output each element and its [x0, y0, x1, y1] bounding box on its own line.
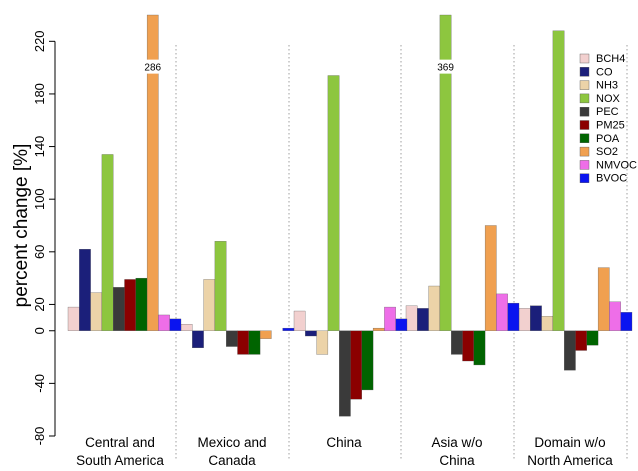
- category-label: Asia w/o: [431, 435, 482, 450]
- bar-bch4: [405, 305, 418, 331]
- bar-bvoc: [620, 312, 633, 331]
- bars: [67, 14, 633, 417]
- bar-pm25: [350, 330, 362, 400]
- category-label: North America: [527, 453, 613, 468]
- bar-co: [192, 330, 204, 349]
- bar-bch4: [518, 308, 531, 331]
- y-axis-label: percent change [%]: [11, 144, 32, 308]
- category-label: China: [326, 435, 362, 450]
- bar-pm25: [575, 330, 587, 351]
- legend-swatch-bch4: [579, 53, 590, 64]
- bar-bvoc: [507, 302, 520, 331]
- category-label: Domain w/o: [534, 435, 605, 450]
- y-tick-label: 100: [32, 188, 47, 210]
- bar-nmvoc: [609, 301, 621, 331]
- bar-pec: [226, 330, 238, 347]
- y-tick-label: 180: [32, 83, 47, 105]
- bar-co: [305, 330, 317, 337]
- legend-label: BCH4: [596, 53, 625, 65]
- bar-poa: [361, 330, 374, 391]
- bar-nmvoc: [496, 293, 508, 331]
- bar-nh3: [428, 285, 441, 331]
- bar-nmvoc: [384, 306, 396, 331]
- legend-label: NOX: [596, 93, 621, 105]
- legend-swatch-bvoc: [579, 173, 590, 183]
- bar-bvoc: [169, 318, 182, 331]
- y-tick-label: 20: [32, 297, 47, 311]
- category-label: Mexico and: [197, 435, 266, 450]
- bar-nh3: [541, 316, 554, 331]
- bar-bch4: [293, 310, 306, 331]
- bar-co: [79, 249, 91, 331]
- legend-label: POA: [596, 133, 620, 145]
- legend-label: PM25: [596, 120, 625, 132]
- bar-pec: [339, 330, 351, 417]
- bar-so2: [597, 267, 610, 331]
- legend-label: NH3: [596, 80, 618, 92]
- category-label: China: [439, 453, 475, 468]
- category-label: Central and: [85, 435, 155, 450]
- bar-nox: [101, 154, 114, 331]
- y-tick-label: -80: [32, 427, 47, 446]
- bar-so2: [372, 327, 385, 331]
- legend-swatch-so2: [579, 146, 590, 157]
- y-axis: -80 -40 0 20 60 100 140 180 220: [32, 30, 56, 446]
- legend-label: BVOC: [596, 173, 627, 185]
- legend-swatch-nmvoc: [579, 160, 590, 170]
- bar-pec: [564, 330, 576, 371]
- bar-nh3: [90, 292, 103, 331]
- y-tick-label: 220: [32, 30, 47, 52]
- category-labels: Central and South America Mexico and Canada…: [76, 435, 613, 468]
- legend-swatch-nox: [579, 93, 590, 104]
- bar-nox: [327, 75, 340, 331]
- bar-so2: [259, 330, 272, 339]
- legend-swatch-pm25: [579, 120, 590, 130]
- bar-pm25: [124, 279, 136, 331]
- clipped-value-labels: 369 286: [140, 59, 458, 74]
- bar-bvoc: [282, 327, 295, 331]
- value-label-background: [140, 59, 165, 74]
- bar-poa: [248, 330, 261, 355]
- bar-poa: [586, 330, 599, 346]
- legend-swatch-co: [579, 67, 590, 77]
- bar-poa: [135, 277, 148, 331]
- bar-pec: [113, 287, 125, 331]
- legend-swatch-poa: [579, 133, 590, 144]
- y-tick-label: 0: [32, 327, 47, 334]
- bar-pm25: [462, 330, 474, 362]
- region-dividers: [175, 45, 628, 460]
- y-tick-label: 140: [32, 136, 47, 158]
- legend-label: PEC: [596, 106, 619, 118]
- y-tick-label: -40: [32, 374, 47, 393]
- legend-label: CO: [596, 66, 613, 78]
- bar-co: [530, 305, 542, 331]
- bar-pm25: [237, 330, 249, 355]
- y-tick-label: 60: [32, 245, 47, 259]
- value-label-background: [433, 59, 458, 74]
- bar-so2: [146, 14, 159, 331]
- legend-swatch-pec: [579, 106, 590, 117]
- legend-label: NMVOC: [596, 159, 637, 171]
- legend-label: SO2: [596, 146, 618, 158]
- bar-nh3: [316, 330, 329, 355]
- bar-nmvoc: [158, 314, 170, 331]
- bar-poa: [473, 330, 486, 366]
- clipped-value-label: 369: [437, 63, 454, 74]
- category-label: Canada: [208, 453, 256, 468]
- bar-pec: [451, 330, 463, 355]
- bar-nox: [214, 241, 227, 331]
- legend-swatch-nh3: [579, 80, 590, 90]
- bar-bch4: [67, 306, 80, 331]
- bar-bvoc: [395, 318, 408, 331]
- bar-nox: [439, 14, 452, 331]
- category-label: South America: [76, 453, 164, 468]
- clipped-value-label: 286: [144, 63, 161, 74]
- bar-nox: [552, 30, 565, 331]
- bar-so2: [484, 225, 497, 331]
- bar-co: [417, 308, 429, 331]
- bar-bch4: [180, 324, 193, 331]
- bar-nh3: [203, 279, 216, 331]
